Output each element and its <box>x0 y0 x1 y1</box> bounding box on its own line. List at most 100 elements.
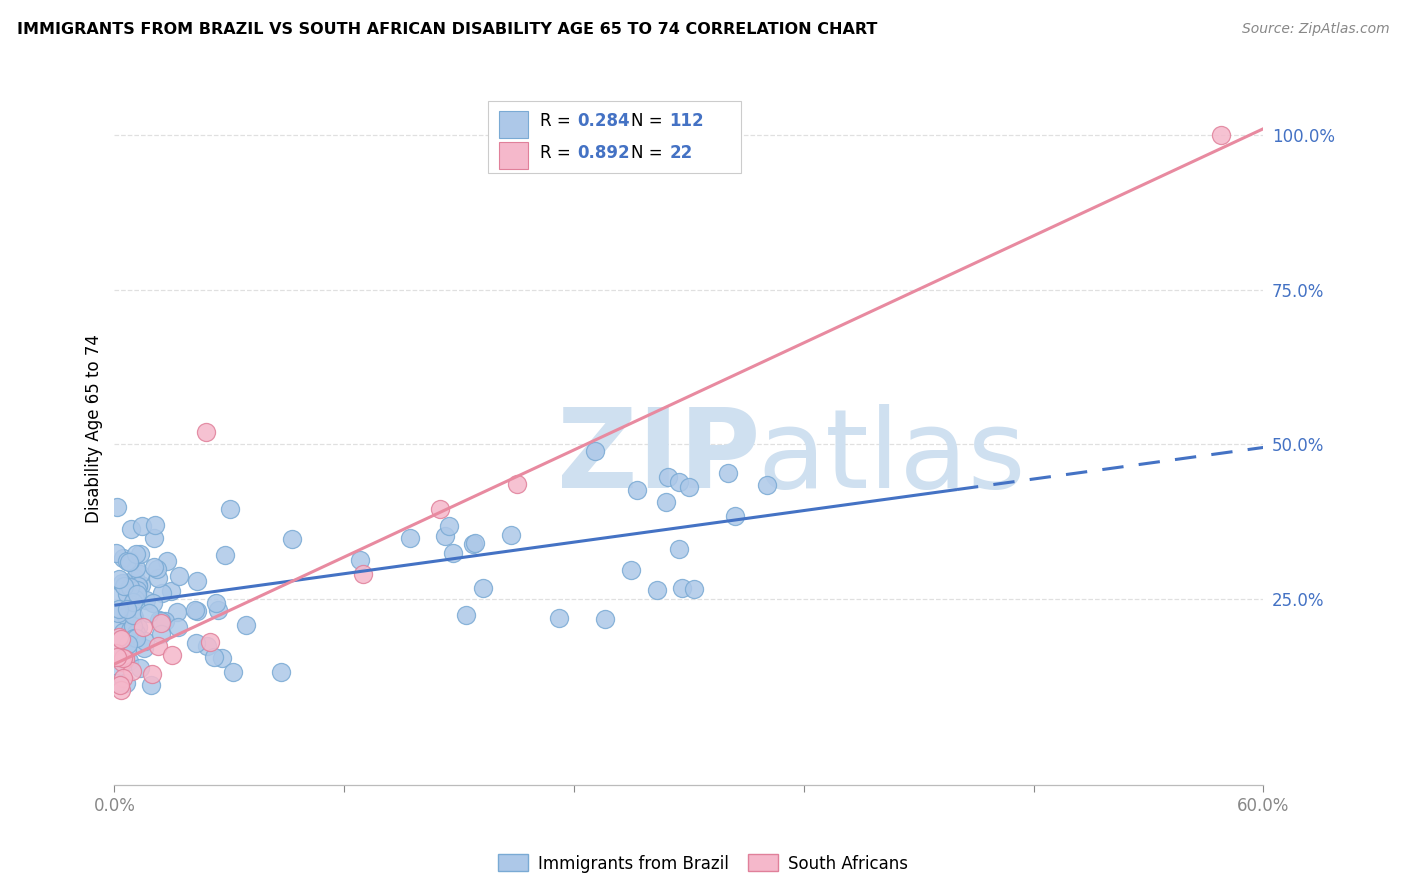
Point <box>127 587 149 601</box>
Point <box>198 635 221 649</box>
Text: 22: 22 <box>669 145 693 162</box>
Point <box>142 531 165 545</box>
Point <box>195 639 218 653</box>
Point <box>134 634 156 648</box>
Point <box>437 518 460 533</box>
Point <box>149 615 172 630</box>
Text: 112: 112 <box>669 112 704 130</box>
Legend: Immigrants from Brazil, South Africans: Immigrants from Brazil, South Africans <box>491 847 915 880</box>
Point <box>143 560 166 574</box>
Point <box>118 654 141 668</box>
Point <box>105 650 128 665</box>
Point <box>683 582 706 596</box>
Point <box>155 553 177 567</box>
Point <box>124 571 146 585</box>
Point <box>122 595 145 609</box>
Point <box>129 578 152 592</box>
Point <box>120 623 142 637</box>
Point <box>132 620 155 634</box>
Point <box>184 603 207 617</box>
Point <box>127 620 149 634</box>
Point <box>124 626 146 640</box>
Point <box>105 500 128 514</box>
Point <box>129 567 152 582</box>
Point <box>115 602 138 616</box>
Point <box>118 555 141 569</box>
Point <box>626 483 648 498</box>
Point <box>110 632 132 646</box>
Point <box>755 478 778 492</box>
Point <box>270 665 292 679</box>
Point <box>454 607 477 622</box>
Point <box>125 547 148 561</box>
Point <box>186 574 208 588</box>
Point <box>108 634 131 648</box>
Point <box>120 580 142 594</box>
Text: R =: R = <box>540 145 575 162</box>
Point <box>129 661 152 675</box>
Point <box>111 576 134 591</box>
Point <box>657 470 679 484</box>
Point <box>115 643 138 657</box>
Point <box>114 676 136 690</box>
Point <box>160 648 183 663</box>
Point <box>1211 128 1233 142</box>
Point <box>463 536 485 550</box>
Point <box>105 546 128 560</box>
Point <box>114 575 136 590</box>
Point <box>129 548 152 562</box>
Point <box>207 603 229 617</box>
Point <box>135 593 157 607</box>
Point <box>117 587 139 601</box>
Text: 0.892: 0.892 <box>578 145 630 162</box>
Text: N =: N = <box>631 112 668 130</box>
Point <box>112 579 135 593</box>
Point <box>281 533 304 547</box>
Point <box>111 651 134 665</box>
Text: R =: R = <box>540 112 575 130</box>
Point <box>717 466 740 480</box>
Point <box>195 425 218 439</box>
Point <box>108 572 131 586</box>
Point <box>120 554 142 568</box>
Point <box>645 582 668 597</box>
Point <box>505 477 527 491</box>
Point <box>121 619 143 633</box>
Text: IMMIGRANTS FROM BRAZIL VS SOUTH AFRICAN DISABILITY AGE 65 TO 74 CORRELATION CHAR: IMMIGRANTS FROM BRAZIL VS SOUTH AFRICAN … <box>17 22 877 37</box>
Point <box>124 610 146 624</box>
Point <box>120 522 142 536</box>
Text: Source: ZipAtlas.com: Source: ZipAtlas.com <box>1241 22 1389 37</box>
Point <box>153 614 176 628</box>
Point <box>655 494 678 508</box>
Point <box>204 649 226 664</box>
Point <box>593 612 616 626</box>
Point <box>122 632 145 646</box>
Point <box>132 640 155 655</box>
Point <box>121 664 143 678</box>
Point <box>105 590 128 604</box>
Point <box>105 660 128 674</box>
Point <box>111 671 134 685</box>
Point <box>211 651 233 665</box>
Point <box>214 548 236 562</box>
Y-axis label: Disability Age 65 to 74: Disability Age 65 to 74 <box>86 334 103 524</box>
Point <box>117 637 139 651</box>
Point <box>148 571 170 585</box>
Point <box>678 479 700 493</box>
Point <box>148 613 170 627</box>
Point <box>349 553 371 567</box>
Point <box>205 596 228 610</box>
Point <box>107 606 129 620</box>
Text: ZIP: ZIP <box>557 404 761 511</box>
Point <box>115 554 138 568</box>
Point <box>441 546 464 560</box>
Point <box>110 682 132 697</box>
Point <box>150 614 173 628</box>
Point <box>131 518 153 533</box>
Text: 0.284: 0.284 <box>578 112 630 130</box>
Point <box>112 625 135 640</box>
Point <box>434 529 457 543</box>
Point <box>668 542 690 557</box>
Point <box>105 617 128 632</box>
Point <box>141 678 163 692</box>
